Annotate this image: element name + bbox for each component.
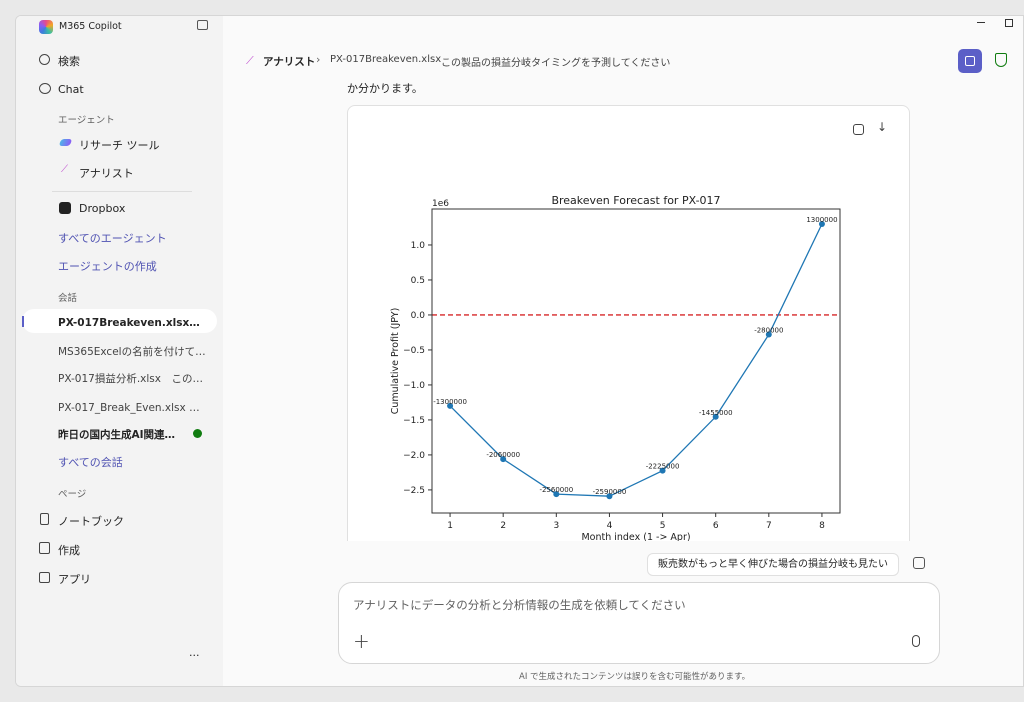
maximize-button[interactable] [1005, 19, 1013, 27]
conversation-title: この製品の損益分岐タイミングを予測してください [441, 58, 671, 69]
notebook-icon [40, 513, 49, 525]
y-tick-label: −2.5 [403, 486, 425, 496]
dropbox-icon [59, 202, 71, 214]
conversation-item[interactable]: PX-017_Break_Even.xlsx からこ... [58, 402, 208, 414]
x-tick-label: 5 [660, 521, 666, 531]
y-tick-label: −2.0 [403, 451, 425, 461]
analyst-icon: ⟋ [61, 164, 68, 175]
data-point [712, 413, 719, 420]
all-agents-link[interactable]: すべてのエージェント [58, 232, 167, 245]
x-tick-label: 3 [553, 521, 559, 531]
x-tick-label: 7 [766, 521, 772, 531]
composer: アナリストにデータの分析と分析情報の生成を依頼してください + [338, 582, 940, 664]
y-axis-label: Cumulative Profit (JPY) [390, 308, 401, 415]
data-label: -2060000 [486, 451, 520, 459]
agents-header: エージェント [58, 115, 115, 126]
data-label: -1455000 [699, 409, 733, 417]
y-tick-label: 0.5 [411, 276, 425, 286]
x-axis-label: Month index (1 -> Apr) [581, 532, 690, 543]
data-label: -1300000 [433, 398, 467, 406]
conversations-header: 会話 [58, 293, 78, 304]
minimize-button[interactable] [977, 22, 985, 23]
y-tick-label: 0.0 [411, 311, 426, 321]
sidebar: M365 Copilot 検索 Chat エージェント リサーチ ツール ⟋ ア… [16, 16, 223, 686]
data-point [606, 493, 613, 500]
data-point [659, 467, 666, 474]
more-options-button[interactable]: ... [189, 646, 200, 659]
shield-check-icon[interactable] [995, 53, 1007, 67]
x-tick-label: 4 [607, 521, 613, 531]
microphone-icon[interactable] [912, 635, 920, 647]
data-point [447, 402, 454, 409]
sidebar-item-analyst[interactable]: アナリスト [79, 167, 134, 180]
sidebar-item-chat[interactable]: Chat [58, 83, 84, 96]
chat-icon [39, 83, 51, 94]
conversation-item[interactable]: PX-017損益分析.xlsx この製... [58, 373, 208, 385]
y-tick-label: −1.5 [403, 416, 425, 426]
y-tick-label: −0.5 [403, 346, 425, 356]
x-tick-label: 8 [819, 521, 825, 531]
data-label: -2560000 [539, 486, 573, 494]
app-title: M365 Copilot [59, 21, 122, 32]
plot-frame [431, 208, 841, 514]
edit-icon [965, 56, 975, 66]
app-window: M365 Copilot 検索 Chat エージェント リサーチ ツール ⟋ ア… [15, 15, 1024, 687]
prompt-input[interactable]: アナリストにデータの分析と分析情報の生成を依頼してください [353, 598, 686, 612]
pages-header: ページ [58, 489, 87, 500]
conversation-item[interactable]: PX-017Breakeven.xlsx この... [58, 317, 208, 329]
apps-icon [39, 572, 50, 583]
sidebar-item-apps[interactable]: アプリ [58, 573, 91, 586]
sidebar-toggle-icon[interactable] [197, 20, 208, 30]
sidebar-item-notebook[interactable]: ノートブック [58, 515, 124, 528]
ai-disclaimer: AI で生成されたコンテンツは誤りを含む可能性があります。 [519, 672, 751, 682]
new-chat-button[interactable] [958, 49, 982, 73]
create-icon [39, 542, 50, 554]
x-tick-label: 2 [500, 521, 506, 531]
y-tick-label: −1.0 [403, 381, 425, 391]
data-point [553, 491, 560, 498]
analyst-icon: ⟋ [246, 54, 254, 67]
data-label: -280000 [754, 327, 783, 335]
data-label: 1300000 [806, 216, 837, 224]
y-tick-label: 1.0 [411, 241, 426, 251]
y-offset-label: 1e6 [432, 199, 449, 209]
x-tick-label: 6 [713, 521, 719, 531]
data-point [818, 220, 825, 227]
data-point [765, 331, 772, 338]
all-conversations-link[interactable]: すべての会話 [58, 456, 123, 469]
conversation-item[interactable]: 昨日の国内生成AI関連ニ... [58, 429, 183, 441]
data-label: -2590000 [593, 488, 627, 496]
copilot-logo-icon [39, 20, 53, 34]
divider [52, 191, 192, 192]
research-tool-icon [58, 139, 73, 146]
chevron-right-icon: › [316, 53, 321, 66]
data-point [500, 456, 507, 463]
search-icon [39, 54, 50, 65]
suggestion-chip[interactable]: 販売数がもっと早く伸びた場合の損益分岐も見たい [647, 553, 899, 576]
status-check-icon [193, 429, 202, 438]
message-text: か分かります。 [347, 82, 423, 95]
chart-title: Breakeven Forecast for PX-017 [551, 194, 720, 207]
breadcrumb-file: PX-017Breakeven.xlsx [330, 54, 442, 65]
sidebar-item-dropbox[interactable]: Dropbox [79, 202, 126, 215]
add-icon[interactable]: + [353, 629, 370, 653]
series-line [449, 223, 823, 497]
sidebar-item-search[interactable]: 検索 [58, 55, 80, 68]
sidebar-item-create[interactable]: 作成 [58, 544, 80, 557]
conversation-item[interactable]: MS365Excelの名前を付けて保... [58, 346, 208, 358]
x-tick-label: 1 [447, 521, 453, 531]
chart-card: ↓ Breakeven Forecast for PX-017 1e6 Month … [347, 105, 910, 555]
image-icon[interactable] [853, 124, 864, 135]
breadcrumb-agent[interactable]: アナリスト [263, 56, 316, 68]
active-conversation-bg [22, 309, 217, 333]
sparkle-refresh-icon[interactable] [913, 557, 925, 569]
download-icon[interactable]: ↓ [877, 120, 888, 134]
active-indicator [22, 316, 24, 327]
create-agent-link[interactable]: エージェントの作成 [58, 260, 157, 273]
chart: Breakeven Forecast for PX-017 1e6 Month in… [390, 194, 841, 543]
data-label: -2225000 [646, 463, 680, 471]
sidebar-item-research-tool[interactable]: リサーチ ツール [79, 139, 160, 152]
